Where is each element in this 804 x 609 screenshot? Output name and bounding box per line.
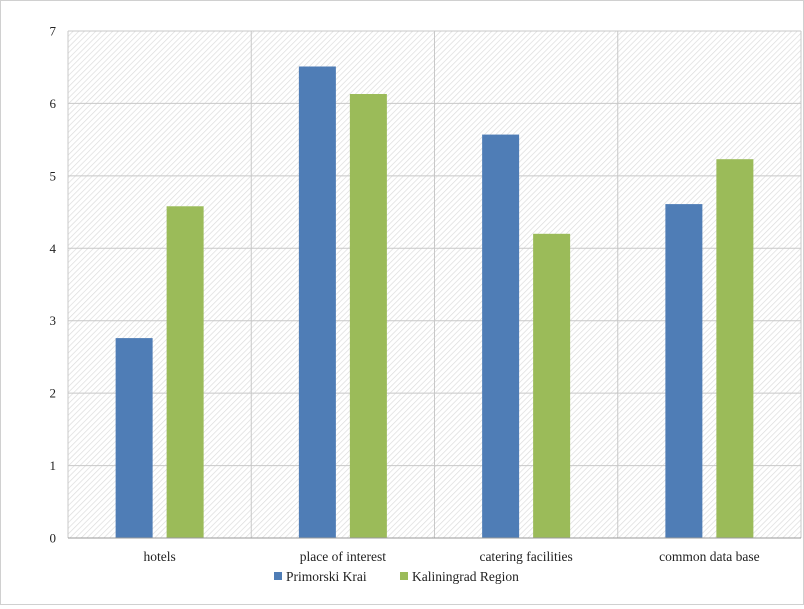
bar-kaliningrad-region-common-data-base: [716, 159, 754, 538]
axes: 0 1 2 3 4 5 6 7 hotels place of interest catering …: [50, 24, 801, 564]
legend-swatch-kaliningrad-region: [400, 572, 408, 580]
y-tick-label: 2: [50, 386, 57, 401]
bar-kaliningrad-region-place-of-interest: [349, 94, 387, 539]
bar-primorski-krai-common-data-base: [665, 204, 703, 538]
y-tick-label: 4: [50, 241, 57, 256]
x-tick-label: hotels: [144, 549, 176, 564]
y-tick-label: 3: [50, 313, 57, 328]
bar-primorski-krai-hotels: [115, 338, 153, 538]
legend-label-kaliningrad-region: Kaliningrad Region: [412, 569, 519, 584]
x-tick-label: catering facilities: [479, 549, 572, 564]
bar-kaliningrad-region-catering-facilities: [533, 233, 571, 539]
y-tick-label: 7: [50, 24, 57, 39]
y-tick-label: 6: [50, 96, 57, 111]
legend-label-primorski-krai: Primorski Krai: [286, 569, 367, 584]
legend-swatch-primorski-krai: [274, 572, 282, 580]
bar-primorski-krai-catering-facilities: [482, 134, 520, 538]
y-tick-label: 1: [50, 458, 57, 473]
legend: Primorski Krai Kaliningrad Region: [274, 569, 519, 584]
y-tick-label: 5: [50, 168, 57, 183]
x-tick-label: common data base: [659, 549, 759, 564]
bars: [115, 66, 754, 539]
bar-primorski-krai-place-of-interest: [298, 66, 336, 539]
bar-kaliningrad-region-hotels: [166, 206, 204, 538]
x-tick-label: place of interest: [300, 549, 386, 564]
y-tick-label: 0: [50, 531, 57, 546]
